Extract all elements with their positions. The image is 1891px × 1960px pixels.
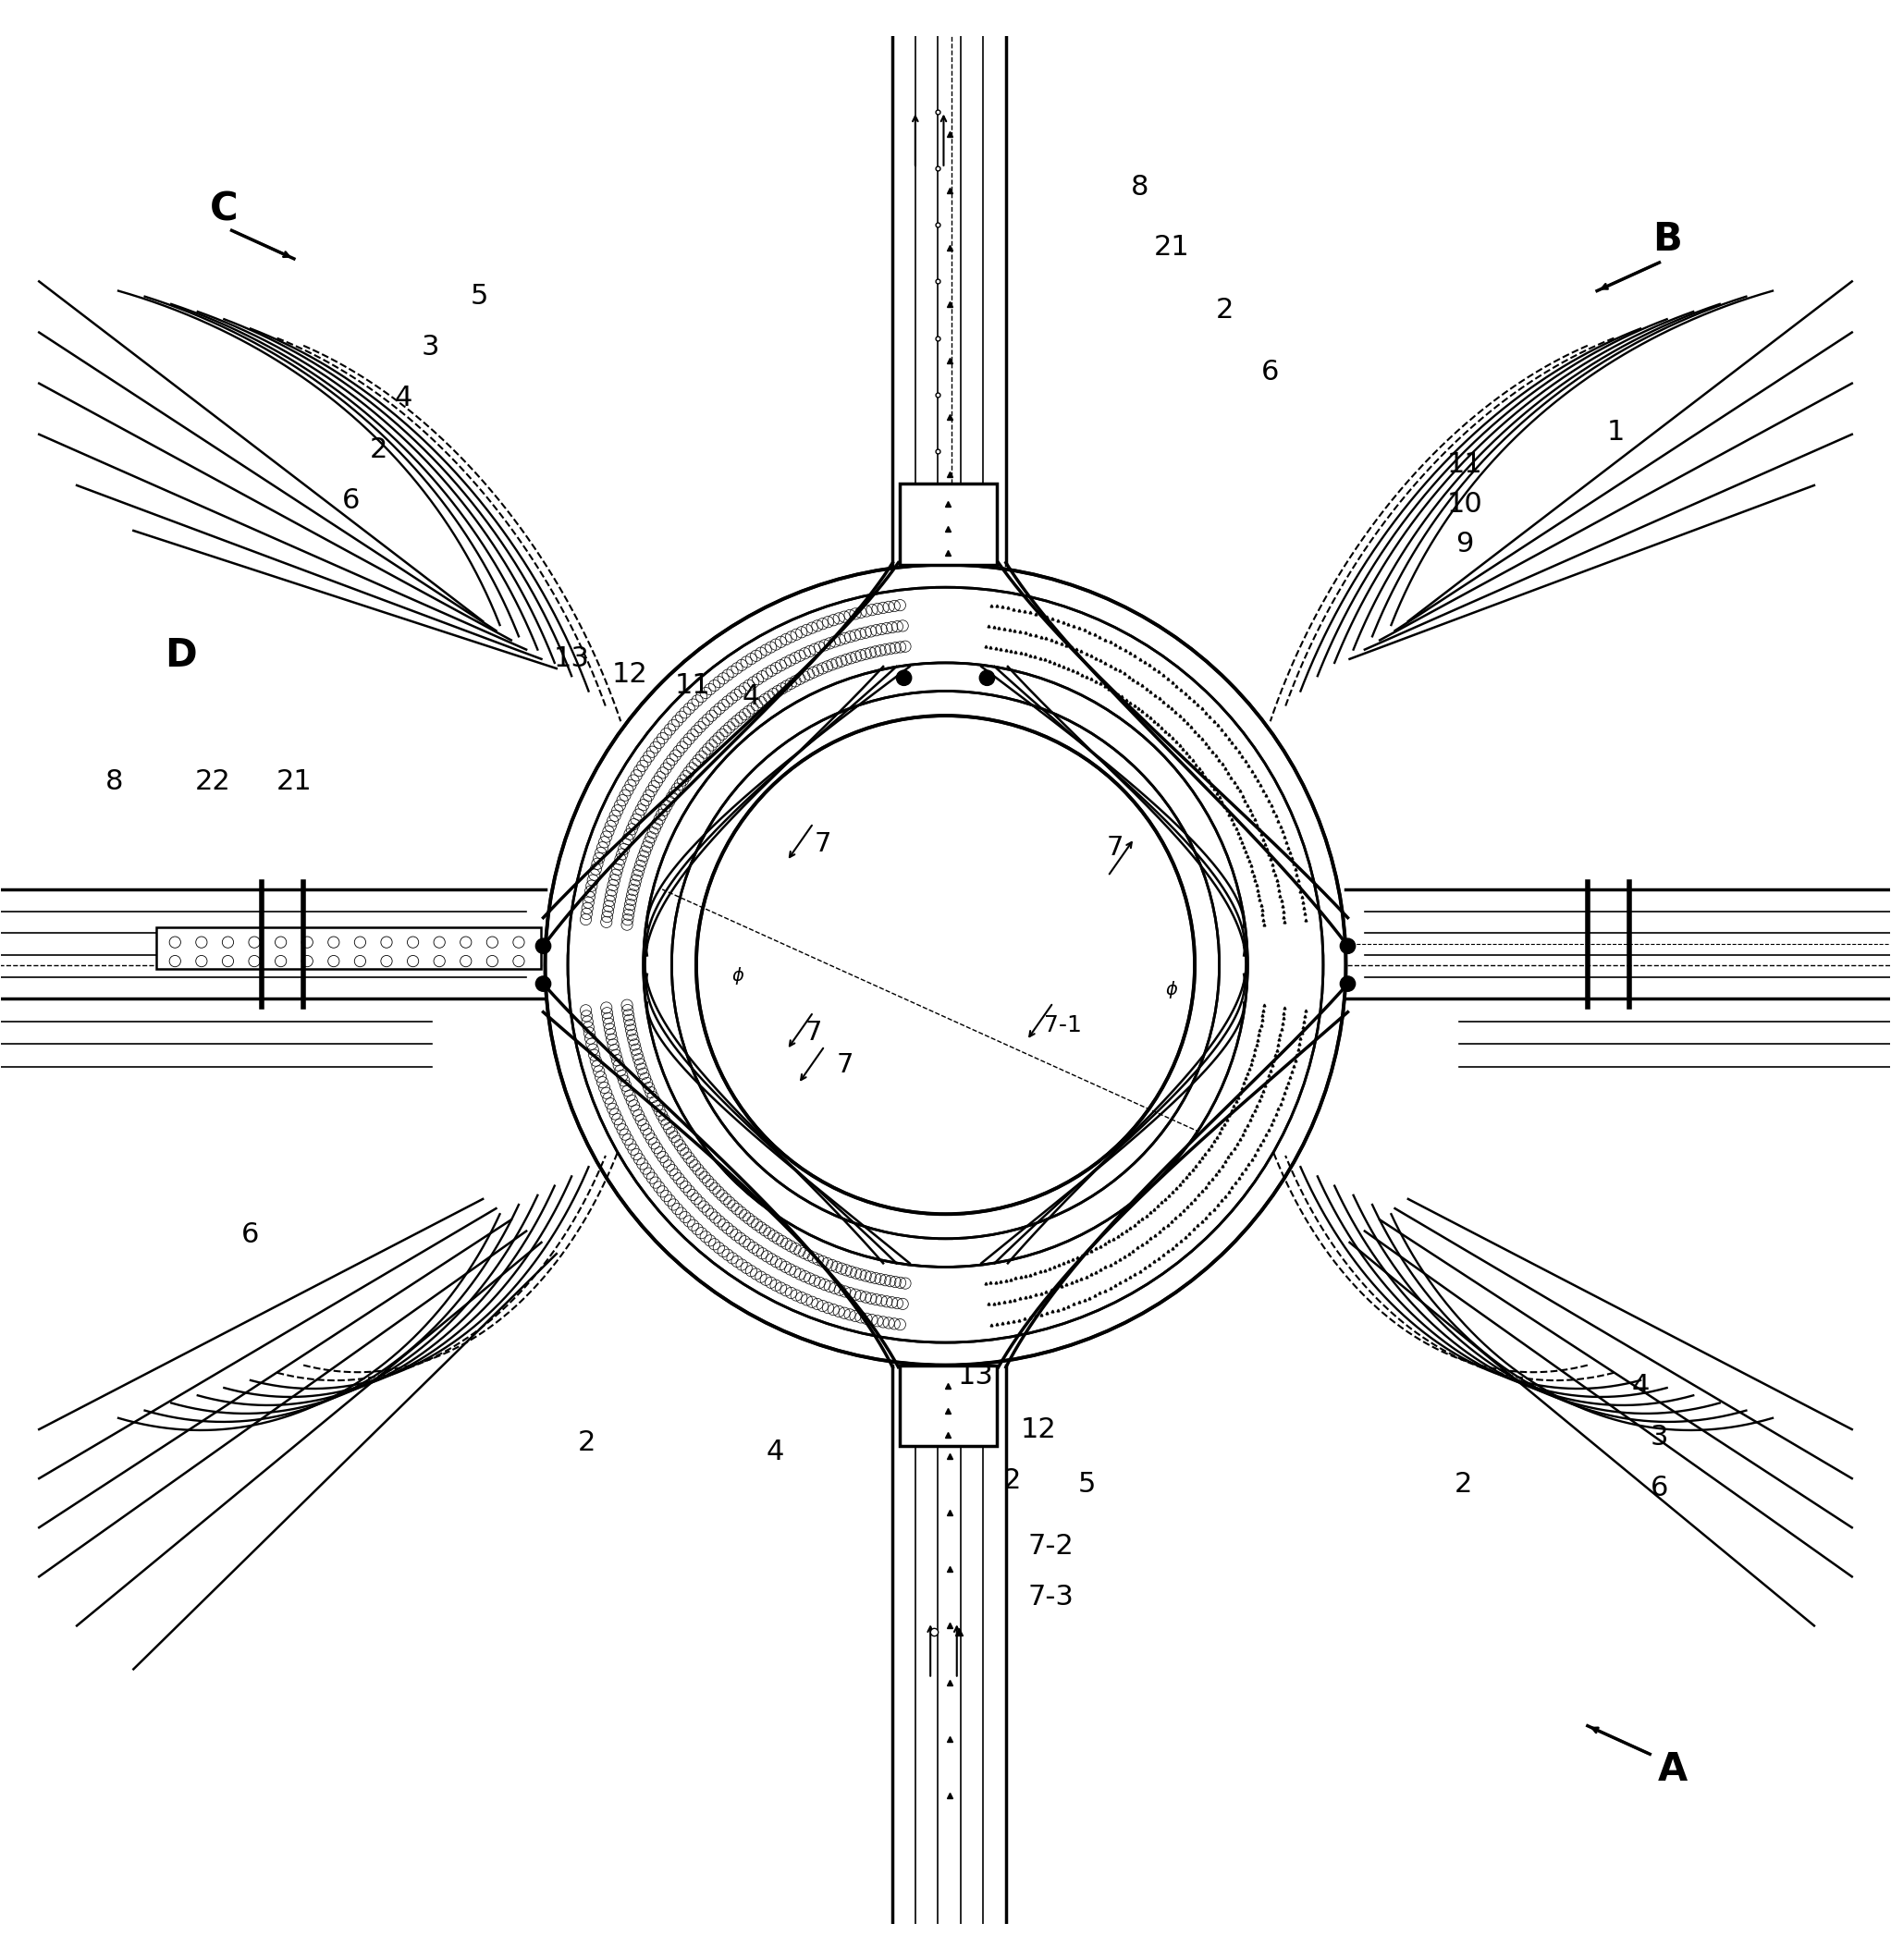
Text: 4: 4 [766,1439,785,1466]
Text: 12: 12 [613,661,649,688]
Text: 5: 5 [471,282,488,310]
Text: 4: 4 [1632,1372,1649,1399]
Text: 9: 9 [1456,531,1473,557]
Text: 8: 8 [106,768,123,796]
Bar [900,484,997,564]
Text: 6: 6 [1651,1474,1668,1501]
Text: 12: 12 [1019,1415,1055,1443]
Text: 21: 21 [1154,233,1189,261]
Bar [157,927,541,968]
Text: 21: 21 [276,768,312,796]
Text: 6: 6 [1261,359,1280,386]
Text: B: B [1653,220,1681,259]
Text: 6: 6 [242,1221,259,1249]
Text: 7: 7 [1106,835,1123,860]
Text: 2: 2 [371,435,388,463]
Circle shape [1341,976,1356,992]
Text: 1: 1 [1607,419,1624,445]
Text: 5: 5 [1078,1470,1097,1497]
Text: 4: 4 [395,384,412,412]
Text: 7-2: 7-2 [1029,1533,1074,1560]
Text: 8: 8 [1131,174,1150,200]
Text: 4: 4 [741,684,760,710]
Text: 3: 3 [422,333,439,361]
Circle shape [535,939,550,955]
Text: $\phi$: $\phi$ [1165,978,1178,1000]
Circle shape [535,976,550,992]
Text: 7: 7 [838,1053,855,1078]
Text: 3: 3 [1651,1423,1668,1450]
Text: 22: 22 [195,768,231,796]
Circle shape [1341,939,1356,955]
Text: $\phi$: $\phi$ [732,966,745,986]
Text: 13: 13 [957,1362,993,1390]
Text: C: C [210,190,238,229]
Text: 7-3: 7-3 [1029,1584,1074,1611]
Text: 2: 2 [1002,1466,1021,1494]
Text: A: A [1658,1750,1687,1789]
Text: 7-1: 7-1 [1044,1013,1082,1037]
Text: 2: 2 [1454,1470,1471,1497]
Text: 11: 11 [1447,451,1483,478]
Text: 11: 11 [675,672,711,700]
Text: 10: 10 [1447,490,1483,517]
Text: D: D [165,635,197,674]
Text: 7: 7 [815,831,832,857]
Bar [900,1366,997,1446]
Text: 13: 13 [554,645,590,672]
Text: 6: 6 [342,486,359,514]
Circle shape [896,670,911,686]
Text: 2: 2 [579,1429,596,1456]
Text: 2: 2 [1216,296,1235,323]
Text: 7: 7 [806,1019,823,1047]
Circle shape [980,670,995,686]
